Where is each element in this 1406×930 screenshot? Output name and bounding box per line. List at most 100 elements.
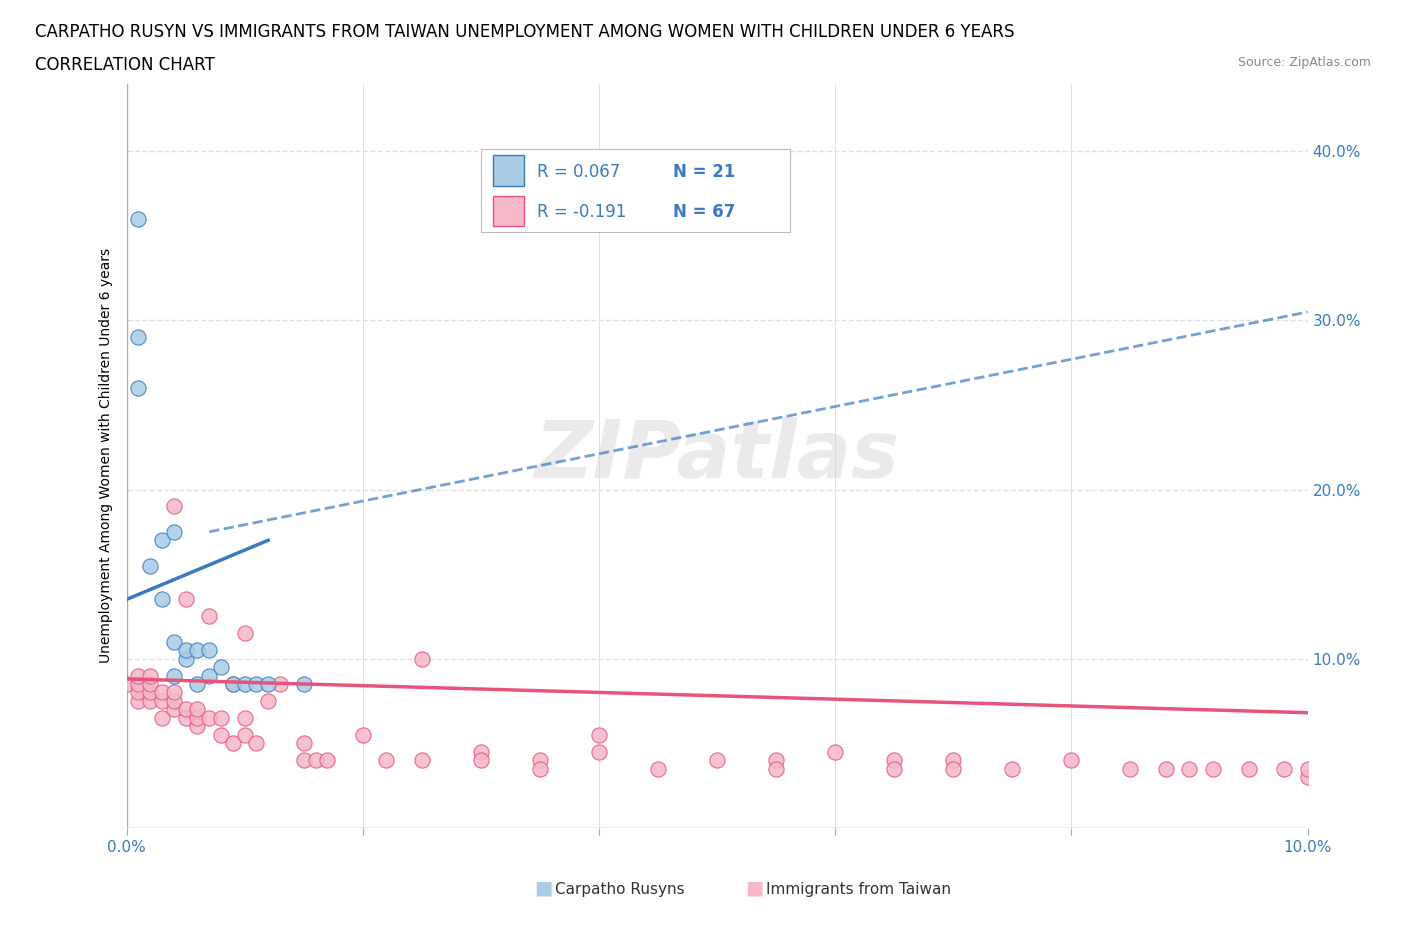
Text: N = 21: N = 21 <box>672 164 735 181</box>
Point <box>174 592 197 607</box>
Point <box>209 659 232 674</box>
Point <box>1296 761 1319 776</box>
Point <box>257 676 280 691</box>
Point <box>765 752 787 767</box>
Point <box>163 499 186 514</box>
Text: Immigrants from Taiwan: Immigrants from Taiwan <box>766 883 952 897</box>
Y-axis label: Unemployment Among Women with Children Under 6 years: Unemployment Among Women with Children U… <box>100 248 114 663</box>
Point <box>1237 761 1260 776</box>
Point <box>139 685 162 700</box>
Text: R = -0.191: R = -0.191 <box>537 203 626 220</box>
Point <box>186 711 208 725</box>
Point <box>127 330 149 345</box>
Text: ■: ■ <box>534 879 553 897</box>
Point <box>139 558 162 573</box>
Point <box>411 752 433 767</box>
Text: N = 67: N = 67 <box>672 203 735 220</box>
Point <box>163 525 186 539</box>
Point <box>174 702 197 717</box>
Text: R = 0.067: R = 0.067 <box>537 164 620 181</box>
Text: Carpatho Rusyns: Carpatho Rusyns <box>555 883 685 897</box>
Point <box>883 752 905 767</box>
Point <box>139 694 162 709</box>
Point <box>150 694 173 709</box>
Point <box>163 694 186 709</box>
Point <box>139 676 162 691</box>
Point <box>198 609 221 624</box>
Point <box>245 736 267 751</box>
Point <box>174 651 197 666</box>
Point <box>127 668 149 683</box>
Point <box>198 668 221 683</box>
Point <box>186 676 208 691</box>
Point <box>1001 761 1024 776</box>
Text: ZIPatlas: ZIPatlas <box>534 417 900 495</box>
Point <box>292 752 315 767</box>
Point <box>222 736 245 751</box>
Text: Source: ZipAtlas.com: Source: ZipAtlas.com <box>1237 56 1371 69</box>
FancyBboxPatch shape <box>494 155 524 186</box>
Point <box>163 685 186 700</box>
Point <box>198 711 221 725</box>
Point <box>470 752 492 767</box>
Point <box>375 752 398 767</box>
Point <box>150 711 173 725</box>
Point <box>352 727 374 742</box>
Point <box>233 711 256 725</box>
Point <box>647 761 669 776</box>
Point <box>942 752 965 767</box>
Text: CORRELATION CHART: CORRELATION CHART <box>35 56 215 73</box>
Point <box>163 702 186 717</box>
Point <box>765 761 787 776</box>
Point <box>1060 752 1083 767</box>
Point <box>127 380 149 395</box>
Point <box>706 752 728 767</box>
Point <box>1272 761 1295 776</box>
Point <box>1202 761 1225 776</box>
Point <box>198 643 221 658</box>
Point <box>139 668 162 683</box>
Point <box>245 676 267 691</box>
Point <box>269 676 291 691</box>
Point <box>292 676 315 691</box>
Point <box>316 752 339 767</box>
Point <box>233 727 256 742</box>
Point <box>174 643 197 658</box>
Point <box>588 727 610 742</box>
Point <box>127 211 149 226</box>
Point <box>883 761 905 776</box>
Point <box>163 634 186 649</box>
Point <box>186 643 208 658</box>
Point <box>233 676 256 691</box>
Point <box>588 744 610 759</box>
Point <box>209 711 232 725</box>
Point <box>127 685 149 700</box>
Point <box>150 685 173 700</box>
Point <box>1119 761 1142 776</box>
Point <box>292 736 315 751</box>
Point <box>222 676 245 691</box>
Point <box>186 702 208 717</box>
Point <box>115 676 138 691</box>
Point <box>174 711 197 725</box>
Point <box>529 752 551 767</box>
Point <box>186 719 208 734</box>
Point <box>127 694 149 709</box>
Point <box>209 727 232 742</box>
Point <box>824 744 846 759</box>
Point <box>150 592 173 607</box>
Text: ■: ■ <box>745 879 763 897</box>
FancyBboxPatch shape <box>494 195 524 226</box>
Point <box>529 761 551 776</box>
Point <box>257 694 280 709</box>
Point <box>222 676 245 691</box>
Point <box>1296 769 1319 784</box>
Point <box>150 533 173 548</box>
Point <box>1178 761 1201 776</box>
Text: CARPATHO RUSYN VS IMMIGRANTS FROM TAIWAN UNEMPLOYMENT AMONG WOMEN WITH CHILDREN : CARPATHO RUSYN VS IMMIGRANTS FROM TAIWAN… <box>35 23 1015 41</box>
Point <box>942 761 965 776</box>
Point <box>127 676 149 691</box>
Point <box>470 744 492 759</box>
Point <box>304 752 326 767</box>
Point <box>163 668 186 683</box>
